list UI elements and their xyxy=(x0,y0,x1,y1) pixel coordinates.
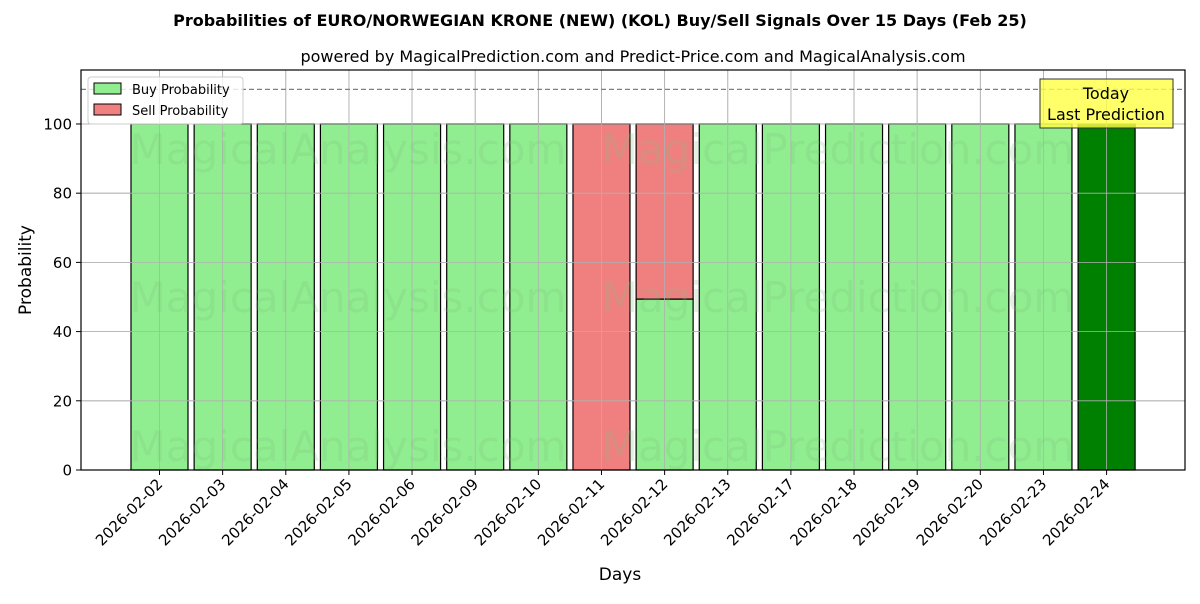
y-tick-label: 80 xyxy=(53,185,72,203)
chart-title: Probabilities of EURO/NORWEGIAN KRONE (N… xyxy=(173,11,1027,30)
chart-subtitle: powered by MagicalPrediction.com and Pre… xyxy=(300,47,965,66)
watermarks: MagicalAnalysis.com MagicalPrediction.com… xyxy=(130,125,1075,471)
x-tick-label: 2026-02-18 xyxy=(786,475,860,549)
x-axis-label: Days xyxy=(599,565,642,585)
x-tick-label: 2026-02-20 xyxy=(913,475,987,549)
x-tick-label: 2026-02-19 xyxy=(850,475,924,549)
y-tick-label: 40 xyxy=(53,323,72,341)
y-tick-label: 0 xyxy=(62,462,72,480)
x-tick-label: 2026-02-04 xyxy=(218,475,292,549)
today-annotation-line1: Today xyxy=(1082,84,1129,103)
y-tick-label: 60 xyxy=(53,254,72,272)
legend-sell-swatch xyxy=(93,103,122,116)
x-tick-label: 2026-02-03 xyxy=(155,475,229,549)
today-annotation: Today Last Prediction xyxy=(1039,78,1174,129)
y-tick-label: 100 xyxy=(43,115,72,133)
x-tick-label: 2026-02-10 xyxy=(471,475,545,549)
today-annotation-line2: Last Prediction xyxy=(1047,105,1165,124)
x-tick-label: 2026-02-09 xyxy=(408,475,482,549)
x-tick-label: 2026-02-02 xyxy=(92,475,166,549)
plot-frame xyxy=(80,69,1186,471)
x-tick-label: 2026-02-11 xyxy=(534,475,608,549)
legend-box xyxy=(87,76,244,125)
x-tick-label: 2026-02-17 xyxy=(723,475,797,549)
legend-buy-label: Buy Probability xyxy=(132,83,230,98)
legend-buy-swatch xyxy=(93,82,122,95)
x-tick-label: 2026-02-23 xyxy=(976,475,1050,549)
x-tick-label: 2026-02-06 xyxy=(345,475,419,549)
x-axis: 2026-02-022026-02-032026-02-042026-02-05… xyxy=(92,470,1113,549)
bars xyxy=(81,70,1185,471)
x-tick-label: 2026-02-24 xyxy=(1039,475,1113,549)
watermark-text: MagicalPrediction.com xyxy=(602,422,1075,471)
x-tick-label: 2026-02-12 xyxy=(597,475,671,549)
y-axis-label: Probability xyxy=(16,225,36,315)
legend-sell-label: Sell Probability xyxy=(132,104,229,119)
x-tick-label: 2026-02-13 xyxy=(660,475,734,549)
today-annotation-box xyxy=(1039,78,1174,129)
watermark-text: MagicalAnalysis.com xyxy=(130,422,567,471)
watermark-text: MagicalAnalysis.com xyxy=(130,125,567,174)
watermark-text: MagicalPrediction.com xyxy=(602,273,1075,322)
watermark-text: MagicalPrediction.com xyxy=(602,125,1075,174)
watermark-text: MagicalAnalysis.com xyxy=(130,273,567,322)
legend: Buy Probability Sell Probability xyxy=(87,76,244,125)
y-axis: 0 20 40 60 80 100 xyxy=(43,115,81,480)
y-tick-label: 20 xyxy=(53,392,72,410)
x-tick-label: 2026-02-05 xyxy=(281,475,355,549)
